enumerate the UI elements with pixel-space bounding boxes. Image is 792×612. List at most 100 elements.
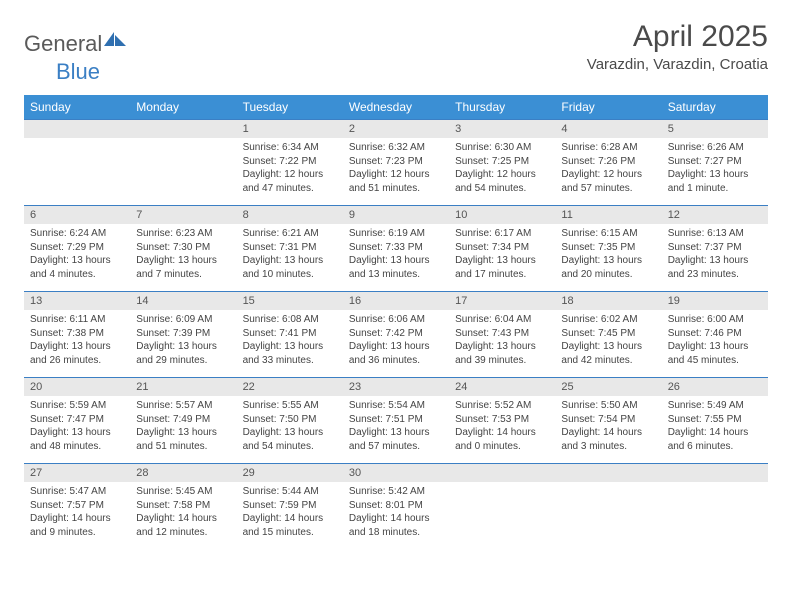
day-details: Sunrise: 6:30 AMSunset: 7:25 PMDaylight:…	[449, 138, 555, 199]
calendar-day-cell: 26Sunrise: 5:49 AMSunset: 7:55 PMDayligh…	[662, 378, 768, 464]
daylight-line: Daylight: 13 hours and 57 minutes.	[349, 426, 443, 453]
daylight-line: Daylight: 14 hours and 0 minutes.	[455, 426, 549, 453]
day-number: 15	[237, 292, 343, 310]
calendar-day-cell: 16Sunrise: 6:06 AMSunset: 7:42 PMDayligh…	[343, 292, 449, 378]
sunset-line: Sunset: 7:30 PM	[136, 241, 230, 255]
daylight-line: Daylight: 14 hours and 6 minutes.	[668, 426, 762, 453]
sunrise-line: Sunrise: 5:45 AM	[136, 485, 230, 499]
sunset-line: Sunset: 7:59 PM	[243, 499, 337, 513]
calendar-day-cell: 3Sunrise: 6:30 AMSunset: 7:25 PMDaylight…	[449, 120, 555, 206]
daylight-line: Daylight: 13 hours and 4 minutes.	[30, 254, 124, 281]
day-details: Sunrise: 6:34 AMSunset: 7:22 PMDaylight:…	[237, 138, 343, 199]
sunset-line: Sunset: 7:39 PM	[136, 327, 230, 341]
daylight-line: Daylight: 13 hours and 39 minutes.	[455, 340, 549, 367]
sunset-line: Sunset: 7:42 PM	[349, 327, 443, 341]
day-number: 18	[555, 292, 661, 310]
calendar-day-cell	[662, 464, 768, 550]
day-details: Sunrise: 6:11 AMSunset: 7:38 PMDaylight:…	[24, 310, 130, 371]
daylight-line: Daylight: 14 hours and 9 minutes.	[30, 512, 124, 539]
sunset-line: Sunset: 7:25 PM	[455, 155, 549, 169]
sunrise-line: Sunrise: 6:24 AM	[30, 227, 124, 241]
day-details: Sunrise: 5:54 AMSunset: 7:51 PMDaylight:…	[343, 396, 449, 457]
title-block: April 2025 Varazdin, Varazdin, Croatia	[587, 20, 768, 73]
sunrise-line: Sunrise: 6:08 AM	[243, 313, 337, 327]
sunrise-line: Sunrise: 6:00 AM	[668, 313, 762, 327]
day-details: Sunrise: 6:02 AMSunset: 7:45 PMDaylight:…	[555, 310, 661, 371]
sunrise-line: Sunrise: 6:30 AM	[455, 141, 549, 155]
calendar-day-cell: 19Sunrise: 6:00 AMSunset: 7:46 PMDayligh…	[662, 292, 768, 378]
daylight-line: Daylight: 13 hours and 54 minutes.	[243, 426, 337, 453]
day-number	[24, 120, 130, 138]
sunset-line: Sunset: 7:51 PM	[349, 413, 443, 427]
day-details: Sunrise: 6:32 AMSunset: 7:23 PMDaylight:…	[343, 138, 449, 199]
sunrise-line: Sunrise: 6:04 AM	[455, 313, 549, 327]
day-number: 22	[237, 378, 343, 396]
sunset-line: Sunset: 7:27 PM	[668, 155, 762, 169]
day-number: 20	[24, 378, 130, 396]
calendar-day-cell: 20Sunrise: 5:59 AMSunset: 7:47 PMDayligh…	[24, 378, 130, 464]
daylight-line: Daylight: 13 hours and 20 minutes.	[561, 254, 655, 281]
day-details: Sunrise: 5:47 AMSunset: 7:57 PMDaylight:…	[24, 482, 130, 543]
calendar-day-cell	[449, 464, 555, 550]
sunset-line: Sunset: 7:53 PM	[455, 413, 549, 427]
calendar-day-cell: 11Sunrise: 6:15 AMSunset: 7:35 PMDayligh…	[555, 206, 661, 292]
day-details: Sunrise: 6:17 AMSunset: 7:34 PMDaylight:…	[449, 224, 555, 285]
day-number: 9	[343, 206, 449, 224]
daylight-line: Daylight: 13 hours and 42 minutes.	[561, 340, 655, 367]
calendar-day-cell: 6Sunrise: 6:24 AMSunset: 7:29 PMDaylight…	[24, 206, 130, 292]
day-number: 28	[130, 464, 236, 482]
calendar-day-cell: 25Sunrise: 5:50 AMSunset: 7:54 PMDayligh…	[555, 378, 661, 464]
sunrise-line: Sunrise: 5:55 AM	[243, 399, 337, 413]
calendar-day-cell	[130, 120, 236, 206]
sunrise-line: Sunrise: 5:47 AM	[30, 485, 124, 499]
sunrise-line: Sunrise: 6:23 AM	[136, 227, 230, 241]
day-number: 26	[662, 378, 768, 396]
day-number: 8	[237, 206, 343, 224]
day-details: Sunrise: 6:21 AMSunset: 7:31 PMDaylight:…	[237, 224, 343, 285]
day-number: 7	[130, 206, 236, 224]
daylight-line: Daylight: 14 hours and 12 minutes.	[136, 512, 230, 539]
day-number: 24	[449, 378, 555, 396]
calendar-day-cell	[555, 464, 661, 550]
daylight-line: Daylight: 14 hours and 3 minutes.	[561, 426, 655, 453]
day-details: Sunrise: 6:23 AMSunset: 7:30 PMDaylight:…	[130, 224, 236, 285]
sunrise-line: Sunrise: 5:57 AM	[136, 399, 230, 413]
day-details: Sunrise: 6:09 AMSunset: 7:39 PMDaylight:…	[130, 310, 236, 371]
sunset-line: Sunset: 7:22 PM	[243, 155, 337, 169]
sunset-line: Sunset: 7:43 PM	[455, 327, 549, 341]
day-details: Sunrise: 6:06 AMSunset: 7:42 PMDaylight:…	[343, 310, 449, 371]
sunrise-line: Sunrise: 6:15 AM	[561, 227, 655, 241]
sunrise-line: Sunrise: 5:54 AM	[349, 399, 443, 413]
calendar-day-cell: 12Sunrise: 6:13 AMSunset: 7:37 PMDayligh…	[662, 206, 768, 292]
sunrise-line: Sunrise: 6:21 AM	[243, 227, 337, 241]
calendar-body: 1Sunrise: 6:34 AMSunset: 7:22 PMDaylight…	[24, 120, 768, 550]
brand-text-1: General	[24, 31, 102, 57]
day-number	[662, 464, 768, 482]
day-number: 21	[130, 378, 236, 396]
sunrise-line: Sunrise: 6:19 AM	[349, 227, 443, 241]
daylight-line: Daylight: 13 hours and 7 minutes.	[136, 254, 230, 281]
calendar-head: SundayMondayTuesdayWednesdayThursdayFrid…	[24, 95, 768, 120]
weekday-header: Friday	[555, 95, 661, 120]
calendar-table: SundayMondayTuesdayWednesdayThursdayFrid…	[24, 95, 768, 550]
daylight-line: Daylight: 14 hours and 15 minutes.	[243, 512, 337, 539]
day-number	[449, 464, 555, 482]
weekday-header: Thursday	[449, 95, 555, 120]
calendar-day-cell: 1Sunrise: 6:34 AMSunset: 7:22 PMDaylight…	[237, 120, 343, 206]
day-details: Sunrise: 5:44 AMSunset: 7:59 PMDaylight:…	[237, 482, 343, 543]
daylight-line: Daylight: 13 hours and 10 minutes.	[243, 254, 337, 281]
weekday-header: Tuesday	[237, 95, 343, 120]
calendar-day-cell: 13Sunrise: 6:11 AMSunset: 7:38 PMDayligh…	[24, 292, 130, 378]
day-details: Sunrise: 6:26 AMSunset: 7:27 PMDaylight:…	[662, 138, 768, 199]
day-number: 19	[662, 292, 768, 310]
sunset-line: Sunset: 7:57 PM	[30, 499, 124, 513]
daylight-line: Daylight: 13 hours and 17 minutes.	[455, 254, 549, 281]
calendar-day-cell: 2Sunrise: 6:32 AMSunset: 7:23 PMDaylight…	[343, 120, 449, 206]
sunrise-line: Sunrise: 5:44 AM	[243, 485, 337, 499]
sunset-line: Sunset: 7:45 PM	[561, 327, 655, 341]
day-details: Sunrise: 5:42 AMSunset: 8:01 PMDaylight:…	[343, 482, 449, 543]
day-number: 30	[343, 464, 449, 482]
day-details: Sunrise: 5:59 AMSunset: 7:47 PMDaylight:…	[24, 396, 130, 457]
sunset-line: Sunset: 7:33 PM	[349, 241, 443, 255]
sunrise-line: Sunrise: 6:06 AM	[349, 313, 443, 327]
